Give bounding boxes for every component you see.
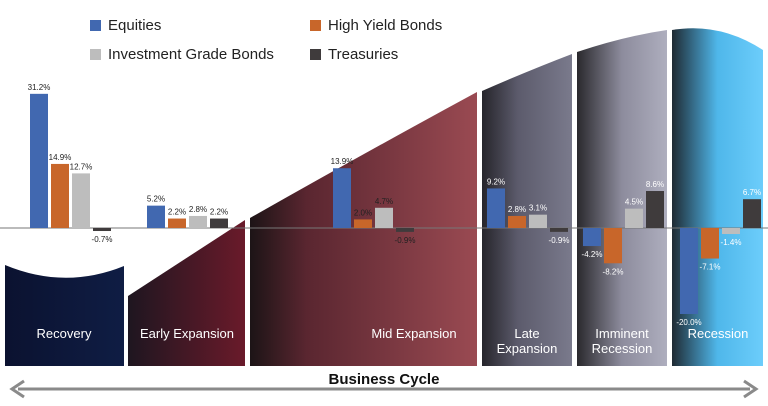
data-label: 2.2% xyxy=(168,208,186,217)
data-label: 14.9% xyxy=(49,153,72,162)
bar-investment-grade-bonds xyxy=(625,208,643,228)
data-label: -7.1% xyxy=(700,263,721,272)
business-cycle-arrow xyxy=(9,379,759,399)
bar-treasuries xyxy=(396,228,414,232)
bar-investment-grade-bonds xyxy=(375,207,393,228)
bar-investment-grade-bonds xyxy=(189,215,207,228)
cycle-panel: Mid Expansion xyxy=(250,92,477,366)
bar-high-yield-bonds xyxy=(51,163,69,228)
bar-high-yield-bonds xyxy=(508,215,526,228)
data-label: -4.2% xyxy=(582,250,603,259)
legend-swatch xyxy=(90,20,101,31)
panel-background xyxy=(482,54,572,366)
panel-label: Recovery xyxy=(37,326,92,341)
data-label: 2.8% xyxy=(508,205,526,214)
panel-label: Expansion xyxy=(497,341,558,356)
panel-background xyxy=(5,265,124,366)
legend-treasuries: Treasuries xyxy=(310,46,398,63)
data-label: 13.9% xyxy=(331,157,354,166)
bar-treasuries xyxy=(550,228,568,232)
panel-label: Mid Expansion xyxy=(371,326,456,341)
data-label: -0.9% xyxy=(549,236,570,245)
data-label: 4.7% xyxy=(375,197,393,206)
bar-treasuries xyxy=(743,199,761,228)
data-label: -0.7% xyxy=(92,235,113,244)
bar-high-yield-bonds xyxy=(168,218,186,228)
panel-label: Recession xyxy=(592,341,653,356)
panel-background xyxy=(128,220,245,366)
legend-label: Investment Grade Bonds xyxy=(108,46,274,63)
bar-equities xyxy=(333,168,351,228)
data-label: -20.0% xyxy=(676,318,701,327)
bar-equities xyxy=(583,228,601,247)
bar-equities xyxy=(147,205,165,228)
panel-background xyxy=(250,92,477,366)
data-label: 6.7% xyxy=(743,188,761,197)
bar-treasuries xyxy=(93,228,111,232)
data-label: -8.2% xyxy=(603,267,624,276)
legend-swatch xyxy=(310,49,321,60)
legend-label: Treasuries xyxy=(328,46,399,63)
data-label: -0.9% xyxy=(395,236,416,245)
bar-equities xyxy=(487,188,505,228)
legend-investment-grade: Investment Grade Bonds xyxy=(90,46,274,63)
bar-high-yield-bonds xyxy=(701,228,719,259)
data-label: 31.2% xyxy=(28,83,51,92)
data-label: 2.8% xyxy=(189,205,207,214)
data-label: 2.2% xyxy=(210,208,228,217)
bar-treasuries xyxy=(646,191,664,228)
data-label: -1.4% xyxy=(721,238,742,247)
panel-background xyxy=(577,30,667,366)
bar-equities xyxy=(680,228,698,314)
bar-investment-grade-bonds xyxy=(722,228,740,235)
bar-investment-grade-bonds xyxy=(72,173,90,228)
panel-label: Imminent xyxy=(595,326,649,341)
legend-swatch xyxy=(90,49,101,60)
data-label: 9.2% xyxy=(487,177,505,186)
bar-equities xyxy=(30,93,48,228)
panel-label: Early Expansion xyxy=(140,326,234,341)
panel-label: Late xyxy=(514,326,539,341)
legend-label: Equities xyxy=(108,17,162,34)
legend-high-yield: High Yield Bonds xyxy=(310,17,442,34)
data-label: 5.2% xyxy=(147,195,165,204)
bar-high-yield-bonds xyxy=(354,219,372,228)
bar-investment-grade-bonds xyxy=(529,214,547,228)
cycle-panel: Early Expansion xyxy=(128,220,245,366)
data-label: 3.1% xyxy=(529,204,547,213)
cycle-panel: Recovery xyxy=(5,265,124,366)
data-label: 2.0% xyxy=(354,208,372,217)
data-label: 12.7% xyxy=(70,162,93,171)
x-axis-label: Business Cycle xyxy=(329,371,440,388)
legend-equities: Equities xyxy=(90,17,161,34)
data-label: 8.6% xyxy=(646,180,664,189)
legend-label: High Yield Bonds xyxy=(328,17,443,34)
bar-high-yield-bonds xyxy=(604,228,622,264)
bar-treasuries xyxy=(210,218,228,228)
data-label: 4.5% xyxy=(625,198,643,207)
legend-swatch xyxy=(310,20,321,31)
panel-label: Recession xyxy=(688,326,749,341)
